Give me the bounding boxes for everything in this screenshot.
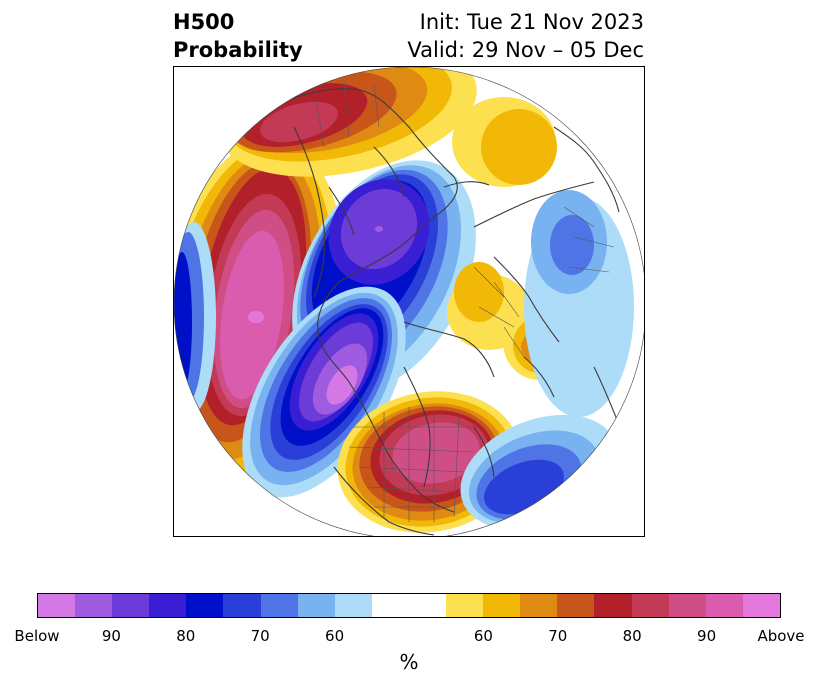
colorbar-segment <box>557 594 595 617</box>
colorbar-tick-label: 90 <box>697 627 717 645</box>
colorbar-tick-label: Below <box>14 627 60 645</box>
title-quantity: Probability <box>173 38 303 62</box>
west-us-below-anomaly <box>242 286 406 498</box>
coastlines <box>268 86 625 536</box>
colorbar-segment <box>223 594 261 617</box>
colorbar-segment <box>408 594 447 617</box>
colorbar-tick-label: 70 <box>250 627 270 645</box>
valid-range: Valid: 29 Nov – 05 Dec <box>407 38 644 62</box>
colorbar-segment <box>371 594 409 617</box>
colorbar-segment <box>631 594 669 617</box>
political-borders <box>313 81 615 522</box>
colorbar-tick-label: 80 <box>622 627 642 645</box>
colorbar-tick-label: 90 <box>101 627 121 645</box>
west-pacific-below-anomaly <box>174 222 216 412</box>
colorbar-segment <box>112 594 150 617</box>
colorbar-tick-label: 80 <box>176 627 196 645</box>
colorbar-tick-label: Above <box>757 627 805 645</box>
colorbar-segment <box>260 594 298 617</box>
colorbar-segment <box>483 594 521 617</box>
title-right: Init: Tue 21 Nov 2023 Valid: 29 Nov – 05… <box>407 8 644 64</box>
title-variable: H500 <box>173 10 235 34</box>
colorbar-segment <box>149 594 187 617</box>
colorbar-tick-label: 70 <box>548 627 568 645</box>
colorbar-segment <box>742 594 780 617</box>
init-date: Init: Tue 21 Nov 2023 <box>419 10 644 34</box>
colorbar-segment <box>75 594 113 617</box>
map-panel <box>173 66 645 537</box>
colorbar-segment <box>186 594 224 617</box>
title-left: H500 Probability <box>173 8 303 64</box>
colorbar-tick-label: 60 <box>325 627 345 645</box>
europe-below-anomaly <box>524 190 634 417</box>
colorbar-segment <box>668 594 706 617</box>
colorbar-unit: % <box>399 650 419 674</box>
colorbar-segment <box>446 594 484 617</box>
colorbar-segment <box>38 594 76 617</box>
colorbar-segment <box>520 594 558 617</box>
probability-map <box>174 67 644 536</box>
colorbar-segment <box>297 594 335 617</box>
colorbar-tick-label: 60 <box>473 627 493 645</box>
colorbar-segment <box>594 594 632 617</box>
colorbar-segment <box>705 594 743 617</box>
probability-field <box>174 67 644 536</box>
colorbar <box>37 593 781 618</box>
colorbar-segment <box>334 594 372 617</box>
